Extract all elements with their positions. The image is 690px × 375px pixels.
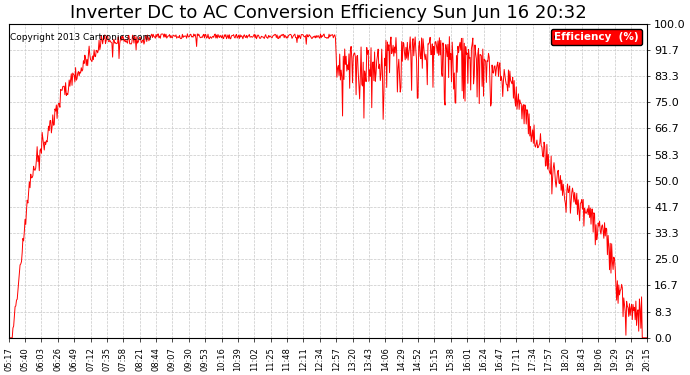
Text: Copyright 2013 Cartronics.com: Copyright 2013 Cartronics.com — [10, 33, 151, 42]
Title: Inverter DC to AC Conversion Efficiency Sun Jun 16 20:32: Inverter DC to AC Conversion Efficiency … — [70, 4, 586, 22]
Legend: Efficiency  (%): Efficiency (%) — [551, 29, 642, 45]
